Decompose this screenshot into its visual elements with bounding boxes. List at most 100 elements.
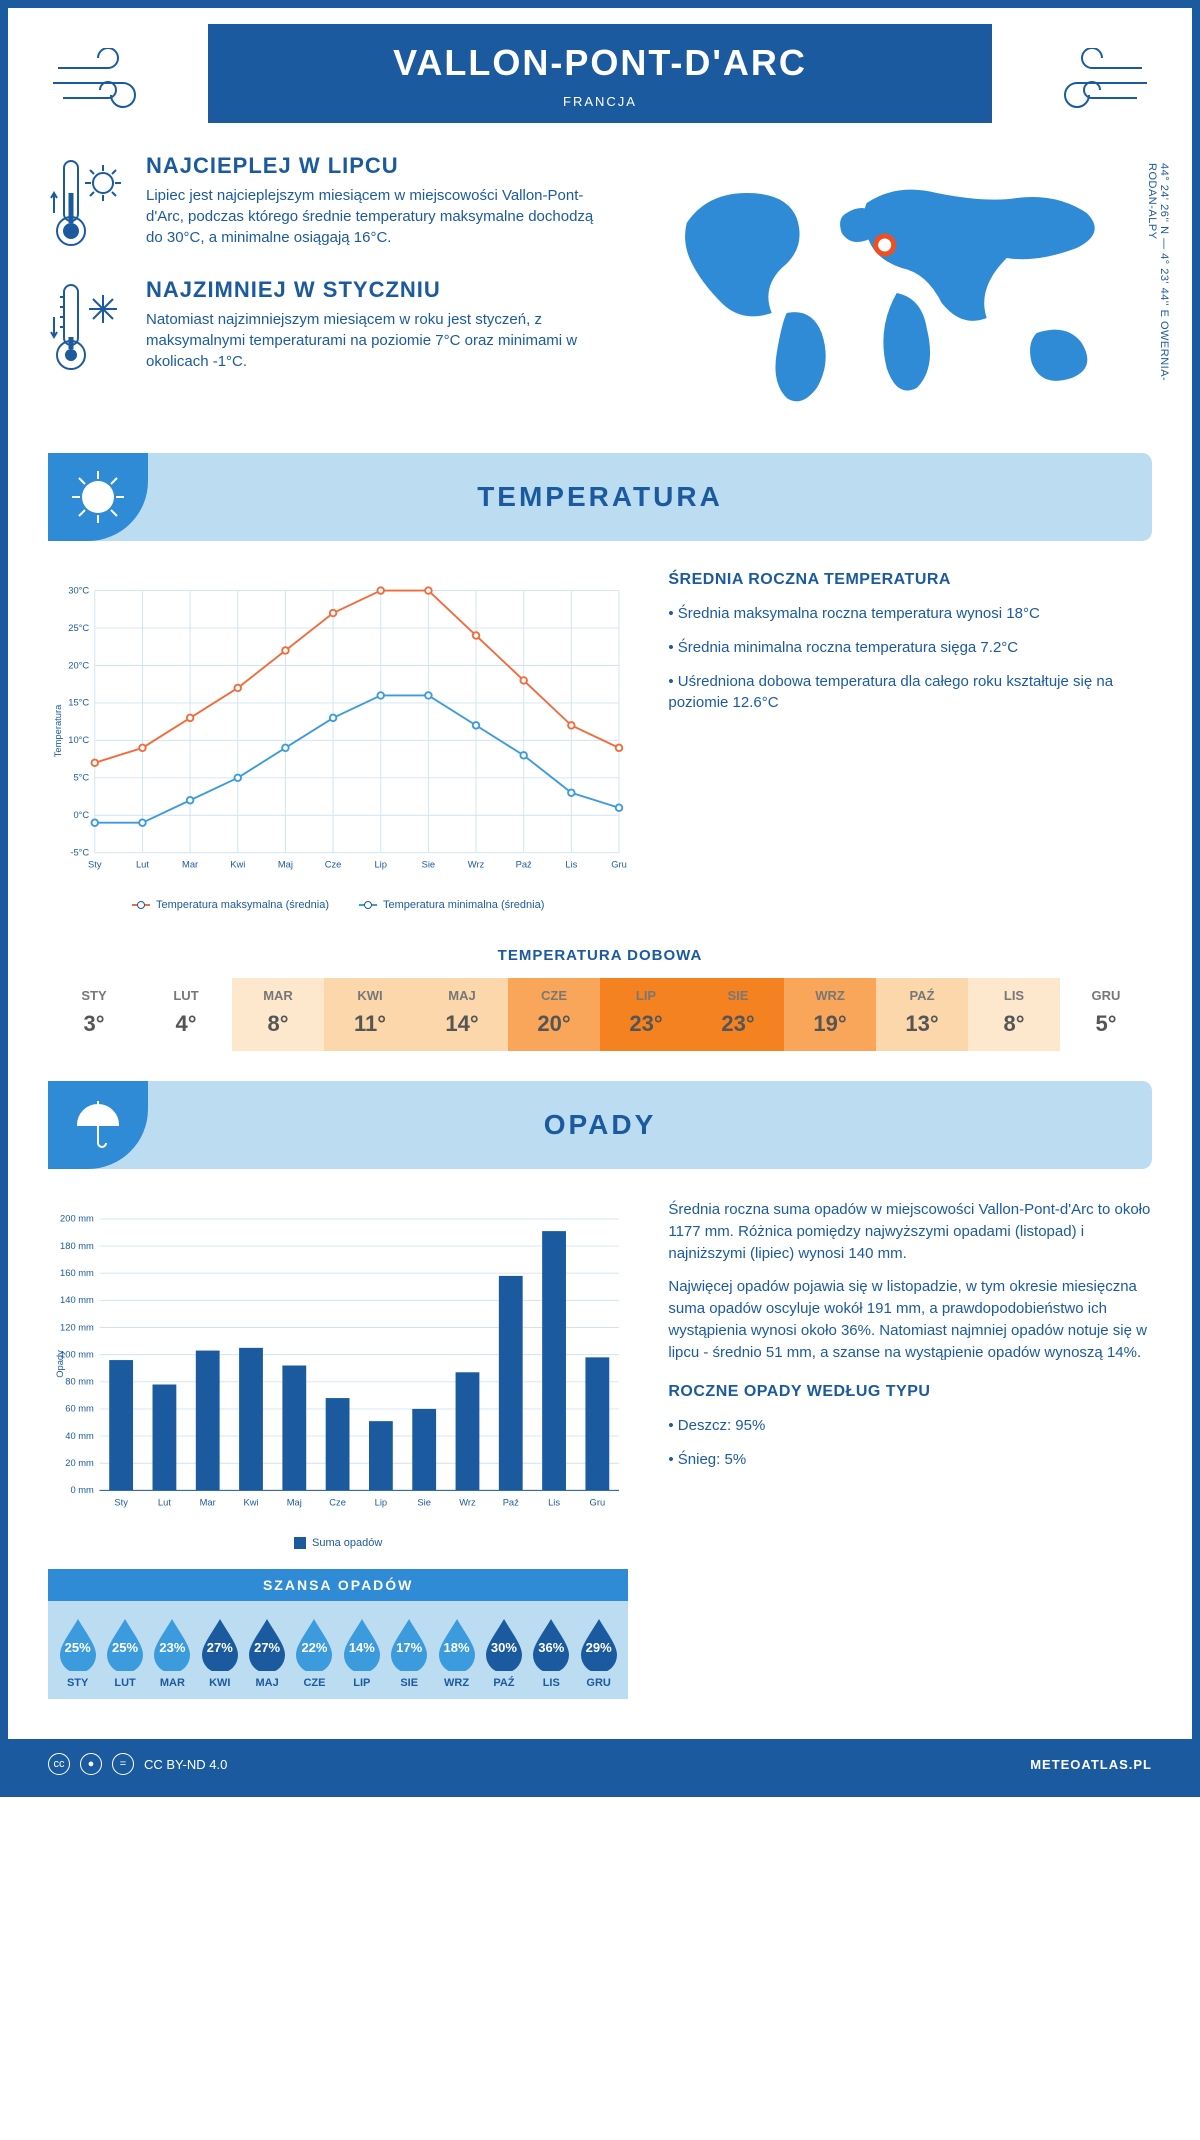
rain-info-p1: Średnia roczna suma opadów w miejscowośc…	[668, 1199, 1152, 1264]
daily-cell: SIE23°	[692, 978, 784, 1051]
daily-cell: LIP23°	[600, 978, 692, 1051]
country-label: FRANCJA	[208, 94, 992, 109]
temperature-info: ŚREDNIA ROCZNA TEMPERATURA • Średnia mak…	[668, 571, 1152, 911]
header-wrap: VALLON-PONT-D'ARC FRANCJA	[8, 24, 1192, 123]
svg-text:Wrz: Wrz	[468, 860, 485, 870]
temp-info-title: ŚREDNIA ROCZNA TEMPERATURA	[668, 571, 1152, 589]
daily-cell: WRZ19°	[784, 978, 876, 1051]
svg-text:5°C: 5°C	[73, 773, 89, 783]
license-text: CC BY-ND 4.0	[144, 1757, 227, 1772]
temperature-row: -5°C0°C5°C10°C15°C20°C25°C30°CStyLutMarK…	[8, 541, 1192, 921]
temp-info-b1: • Średnia maksymalna roczna temperatura …	[668, 603, 1152, 625]
temp-info-b2: • Średnia minimalna roczna temperatura s…	[668, 637, 1152, 659]
rain-chance-cell: 25%STY	[54, 1615, 101, 1689]
rain-chart: 0 mm20 mm40 mm60 mm80 mm100 mm120 mm140 …	[48, 1199, 628, 1699]
svg-text:15°C: 15°C	[68, 698, 89, 708]
page: VALLON-PONT-D'ARC FRANCJA NAJCIEPLEJ W L…	[0, 0, 1200, 1797]
hot-block: NAJCIEPLEJ W LIPCU Lipiec jest najcieple…	[48, 153, 611, 253]
svg-text:Gru: Gru	[611, 860, 627, 870]
daily-temp-title: TEMPERATURA DOBOWA	[8, 947, 1192, 964]
section-rain-header: OPADY	[48, 1081, 1152, 1169]
daily-cell: LIS8°	[968, 978, 1060, 1051]
wind-icon	[48, 48, 158, 118]
svg-text:100 mm: 100 mm	[60, 1349, 94, 1359]
svg-text:40 mm: 40 mm	[65, 1431, 94, 1441]
rain-chance-cell: 27%MAJ	[243, 1615, 290, 1689]
rain-chance-cell: 17%SIE	[386, 1615, 433, 1689]
legend-min: Temperatura minimalna (średnia)	[383, 899, 544, 911]
legend-max: Temperatura maksymalna (średnia)	[156, 899, 329, 911]
daily-cell: LUT4°	[140, 978, 232, 1051]
cold-text: Natomiast najzimniejszym miesiącem w rok…	[146, 309, 611, 372]
rain-info-p2: Najwięcej opadów pojawia się w listopadz…	[668, 1276, 1152, 1363]
rain-chance-cell: 27%KWI	[196, 1615, 243, 1689]
cold-block: NAJZIMNIEJ W STYCZNIU Natomiast najzimni…	[48, 277, 611, 377]
svg-text:10°C: 10°C	[68, 735, 89, 745]
daily-cell: PAŹ13°	[876, 978, 968, 1051]
svg-text:Mar: Mar	[200, 1497, 216, 1507]
rain-chance-cell: 18%WRZ	[433, 1615, 480, 1689]
hot-text: Lipiec jest najcieplejszym miesiącem w m…	[146, 185, 611, 248]
svg-text:Sie: Sie	[422, 860, 436, 870]
rain-type-2: • Śnieg: 5%	[668, 1449, 1152, 1471]
svg-text:Kwi: Kwi	[243, 1497, 258, 1507]
svg-text:Sie: Sie	[417, 1497, 431, 1507]
daily-cell: STY3°	[48, 978, 140, 1051]
svg-text:Lut: Lut	[136, 860, 149, 870]
svg-text:Sty: Sty	[114, 1497, 128, 1507]
svg-text:Kwi: Kwi	[230, 860, 245, 870]
svg-text:Sty: Sty	[88, 860, 102, 870]
license: cc ● = CC BY-ND 4.0	[48, 1753, 227, 1775]
svg-text:Cze: Cze	[325, 860, 342, 870]
svg-text:Cze: Cze	[329, 1497, 346, 1507]
rain-chance-body: 25%STY25%LUT23%MAR27%KWI27%MAJ22%CZE14%L…	[48, 1601, 628, 1699]
svg-text:120 mm: 120 mm	[60, 1322, 94, 1332]
section-rain-title: OPADY	[544, 1109, 657, 1140]
rain-chance-cell: 23%MAR	[149, 1615, 196, 1689]
intro-row: NAJCIEPLEJ W LIPCU Lipiec jest najcieple…	[8, 123, 1192, 433]
svg-text:180 mm: 180 mm	[60, 1241, 94, 1251]
legend-rain: Suma opadów	[312, 1537, 382, 1549]
section-temperature-title: TEMPERATURA	[477, 481, 723, 512]
svg-text:30°C: 30°C	[68, 585, 89, 595]
svg-text:Paź: Paź	[516, 860, 532, 870]
rain-chance-cell: 30%PAŹ	[480, 1615, 527, 1689]
svg-text:Wrz: Wrz	[459, 1497, 476, 1507]
svg-text:160 mm: 160 mm	[60, 1268, 94, 1278]
wind-icon	[1042, 48, 1152, 118]
rain-info: Średnia roczna suma opadów w miejscowośc…	[668, 1199, 1152, 1699]
daily-temp-strip: STY3°LUT4°MAR8°KWI11°MAJ14°CZE20°LIP23°S…	[48, 978, 1152, 1051]
sun-icon	[48, 453, 148, 541]
svg-text:Opady: Opady	[55, 1350, 65, 1378]
world-map: 44° 24' 26'' N — 4° 23' 44'' E OWERNIA-R…	[641, 153, 1152, 413]
svg-text:Gru: Gru	[590, 1497, 606, 1507]
daily-cell: KWI11°	[324, 978, 416, 1051]
svg-text:60 mm: 60 mm	[65, 1404, 94, 1414]
temp-legend: Temperatura maksymalna (średnia) Tempera…	[48, 899, 628, 911]
svg-text:Lip: Lip	[374, 860, 387, 870]
title-banner: VALLON-PONT-D'ARC FRANCJA	[208, 24, 992, 123]
rain-chance-panel: SZANSA OPADÓW 25%STY25%LUT23%MAR27%KWI27…	[48, 1569, 628, 1699]
site-name: METEOATLAS.PL	[1030, 1757, 1152, 1772]
svg-text:80 mm: 80 mm	[65, 1377, 94, 1387]
rain-chance-cell: 22%CZE	[291, 1615, 338, 1689]
rain-chance-cell: 36%LIS	[528, 1615, 575, 1689]
thermometer-hot-icon	[48, 153, 128, 253]
thermometer-cold-icon	[48, 277, 128, 377]
svg-text:200 mm: 200 mm	[60, 1214, 94, 1224]
cc-icon: cc	[48, 1753, 70, 1775]
svg-text:20 mm: 20 mm	[65, 1458, 94, 1468]
svg-text:Lut: Lut	[158, 1497, 171, 1507]
rain-chance-cell: 14%LIP	[338, 1615, 385, 1689]
page-title: VALLON-PONT-D'ARC	[208, 42, 992, 84]
svg-text:Paź: Paź	[503, 1497, 519, 1507]
svg-text:Lis: Lis	[548, 1497, 560, 1507]
daily-cell: MAR8°	[232, 978, 324, 1051]
intro-text: NAJCIEPLEJ W LIPCU Lipiec jest najcieple…	[48, 153, 611, 413]
svg-text:0°C: 0°C	[73, 810, 89, 820]
svg-text:0 mm: 0 mm	[70, 1485, 94, 1495]
svg-text:Temperatura: Temperatura	[53, 704, 63, 757]
svg-text:Maj: Maj	[278, 860, 293, 870]
svg-text:25°C: 25°C	[68, 623, 89, 633]
nd-icon: =	[112, 1753, 134, 1775]
